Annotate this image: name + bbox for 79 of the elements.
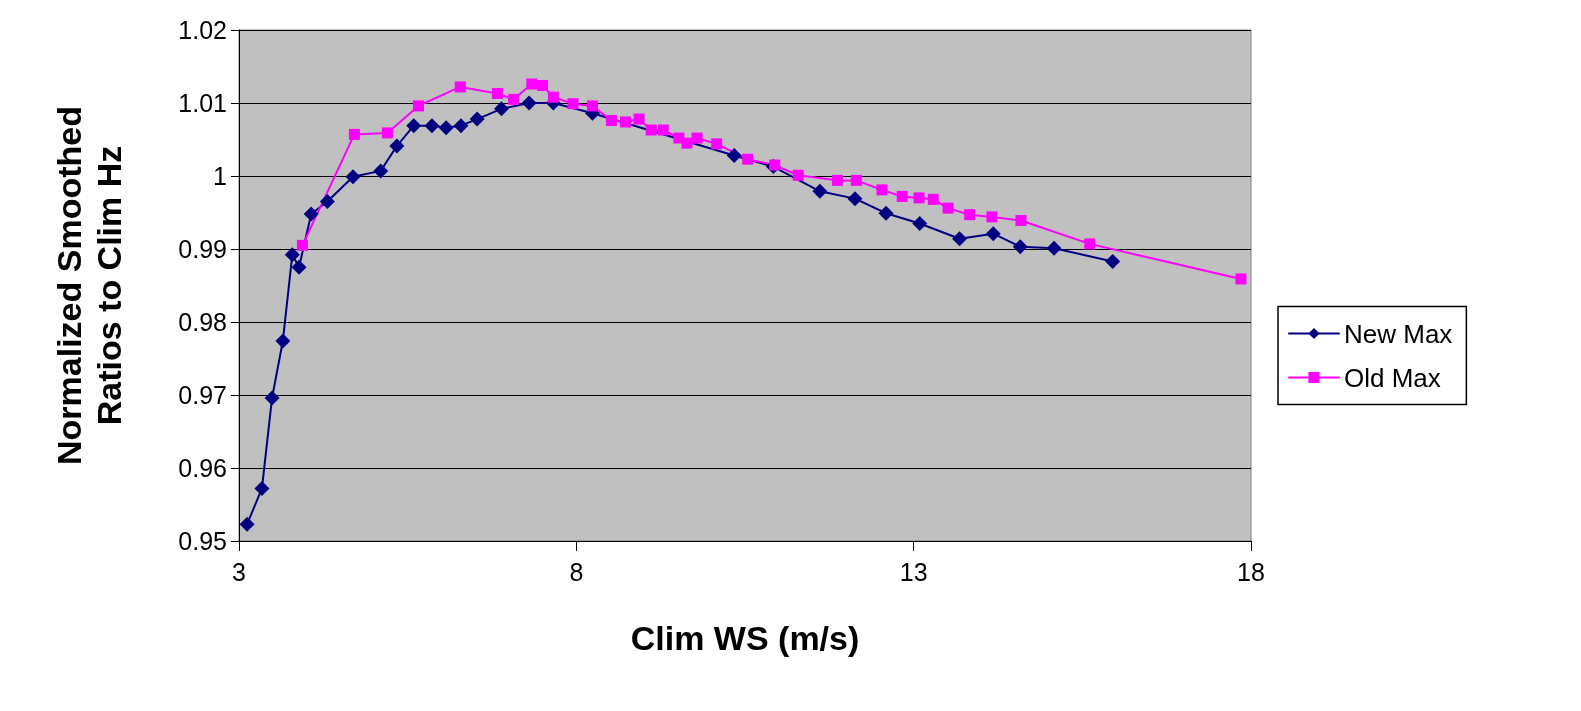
point — [319, 194, 335, 210]
point — [711, 138, 723, 150]
point — [912, 215, 928, 231]
point — [913, 192, 925, 204]
point — [1015, 215, 1027, 227]
point — [491, 88, 503, 100]
point — [1235, 273, 1247, 285]
point — [508, 93, 520, 105]
point — [348, 128, 360, 140]
point — [876, 184, 888, 196]
point — [985, 226, 1001, 242]
point — [1046, 240, 1062, 256]
point — [412, 100, 424, 112]
point — [275, 333, 291, 349]
point — [537, 79, 549, 91]
x-tick-label: 8 — [569, 557, 584, 586]
point — [469, 111, 485, 127]
legend-label: New Max — [1344, 318, 1453, 349]
point — [1012, 239, 1028, 255]
point — [303, 206, 319, 222]
point — [291, 259, 307, 275]
point — [847, 191, 863, 207]
x-axis-title: Clim WS (m/s) — [630, 619, 860, 657]
point — [521, 95, 537, 111]
point — [742, 153, 754, 165]
point — [645, 124, 657, 136]
point — [254, 480, 270, 496]
y-tick-label: 0.96 — [178, 454, 227, 482]
point — [1084, 238, 1096, 250]
y-tick-label: 0.95 — [178, 527, 227, 555]
point — [633, 113, 645, 125]
x-tick-label: 3 — [232, 557, 246, 586]
point — [812, 183, 828, 199]
point — [681, 137, 693, 149]
legend-label: Old Max — [1344, 362, 1441, 393]
point — [831, 174, 843, 186]
point — [792, 169, 804, 181]
point — [438, 120, 454, 136]
y-tick-label: 1 — [213, 162, 227, 190]
point — [406, 118, 422, 134]
point — [547, 91, 559, 103]
point — [986, 211, 998, 223]
point — [850, 174, 862, 186]
point — [493, 101, 509, 117]
y-tick-label: 0.99 — [178, 235, 227, 263]
point — [264, 390, 280, 406]
x-tick-label: 13 — [899, 557, 928, 586]
point — [381, 127, 393, 139]
y-tick-label: 0.98 — [178, 308, 227, 336]
point — [769, 159, 781, 171]
point — [239, 516, 255, 532]
x-tick-label: 18 — [1237, 557, 1265, 586]
point — [284, 247, 300, 263]
point — [587, 100, 599, 112]
point — [605, 115, 617, 127]
point — [657, 124, 669, 136]
point — [878, 205, 894, 221]
point — [389, 138, 405, 154]
point — [896, 190, 908, 202]
point — [691, 132, 703, 144]
y-axis-title: Normalized Smoothed Ratios to Clim Hz — [50, 106, 128, 465]
point — [726, 148, 742, 164]
point — [927, 193, 939, 205]
point — [424, 118, 440, 134]
point — [1105, 253, 1121, 269]
point — [345, 169, 361, 185]
point — [454, 81, 466, 93]
point — [526, 78, 538, 90]
point — [373, 163, 389, 179]
point — [952, 231, 968, 247]
y-tick-label: 1.02 — [178, 16, 227, 44]
point — [567, 98, 579, 110]
y-tick-label: 1.01 — [178, 89, 227, 117]
point — [296, 239, 308, 251]
point — [453, 118, 469, 134]
point — [942, 202, 954, 214]
point — [620, 116, 632, 128]
y-tick-label: 0.97 — [178, 381, 227, 409]
point — [964, 209, 976, 221]
